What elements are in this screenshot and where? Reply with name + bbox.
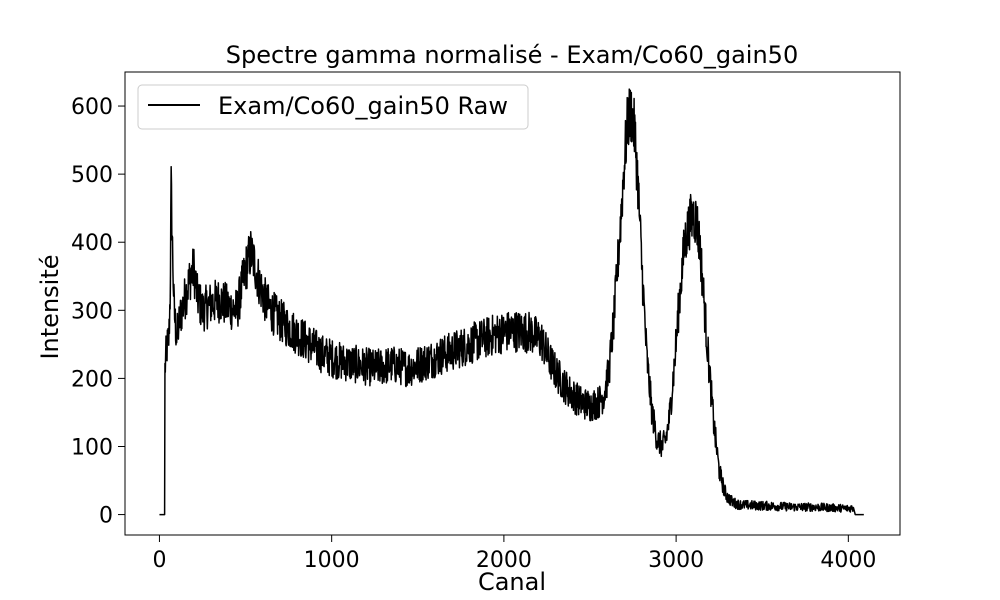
x-tick-label-4: 4000 — [820, 548, 876, 573]
x-tick-label-3: 3000 — [648, 548, 704, 573]
y-tick-label-4: 400 — [71, 231, 113, 256]
legend-label: Exam/Co60_gain50 Raw — [218, 92, 508, 120]
plot-area: 0 1000 2000 3000 4000 0 100 200 300 400 500 600 — [71, 71, 901, 573]
y-tick-label-1: 100 — [71, 435, 113, 460]
y-tick-label-0: 0 — [99, 504, 113, 529]
y-tick-label-6: 600 — [71, 95, 113, 120]
series-line-0 — [159, 88, 865, 516]
y-tick-label-5: 500 — [71, 163, 113, 188]
chart-title: Spectre gamma normalisé - Exam/Co60_gain… — [226, 41, 798, 69]
y-axis-label: Intensité — [36, 254, 64, 359]
x-tick-label-2: 2000 — [476, 548, 532, 573]
legend: Exam/Co60_gain50 Raw — [137, 84, 529, 130]
x-tick-label-0: 0 — [152, 548, 166, 573]
y-tick-label-2: 200 — [71, 367, 113, 392]
x-axis-label: Canal — [478, 568, 546, 596]
x-tick-label-1: 1000 — [304, 548, 360, 573]
y-tick-label-3: 300 — [71, 299, 113, 324]
legend-box — [137, 84, 529, 130]
axes-frame — [124, 71, 901, 536]
